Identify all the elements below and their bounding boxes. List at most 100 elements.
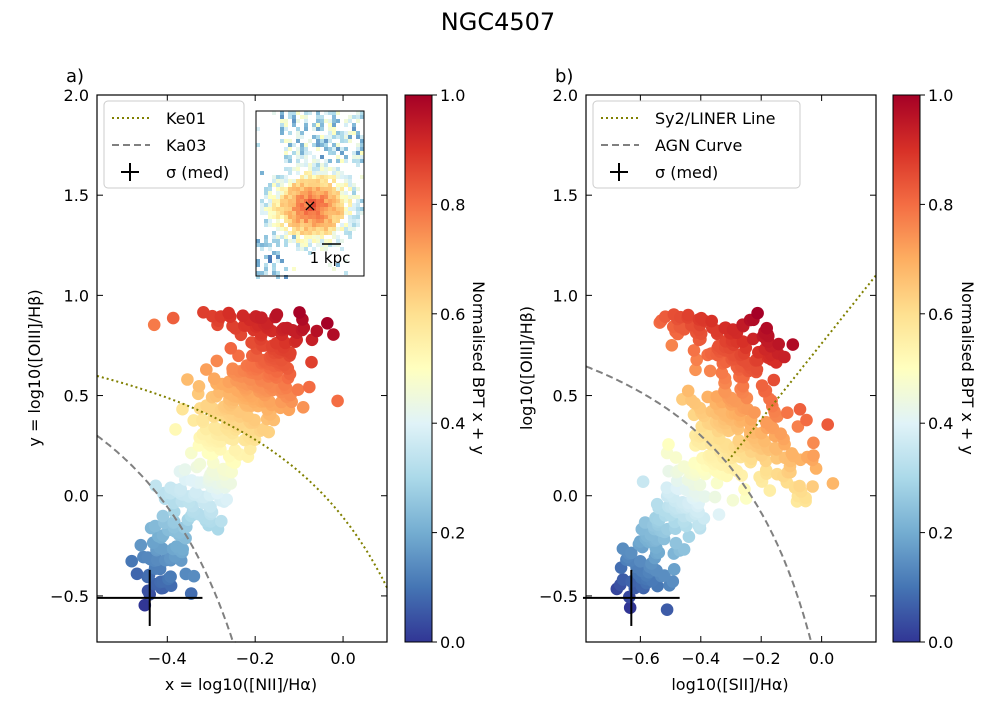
inset-pixel [332,191,336,195]
inset-pixel [320,211,324,215]
inset-pixel [316,203,320,207]
inset-pixel [272,231,276,235]
inset-pixel [288,167,292,171]
inset-pixel [312,247,316,251]
inset-pixel [292,267,296,271]
inset-pixel [344,231,348,235]
scatter-point [660,481,674,495]
inset-pixel [332,147,336,151]
inset-pixel [340,215,344,219]
inset-pixel [264,267,268,271]
scatter-point [746,332,760,346]
scatter-point [665,339,679,352]
inset-pixel [328,263,332,267]
inset-pixel [300,151,304,155]
inset-pixel [272,239,276,243]
inset-pixel [304,163,308,167]
inset-pixel [336,263,340,267]
inset-pixel [272,215,276,219]
inset-pixel [312,211,316,215]
colorbar-b: 0.0 0.2 0.4 0.6 0.8 1.0 [892,86,953,652]
inset-pixel [276,251,280,255]
legend-box [103,100,245,189]
inset-pixel [316,139,320,143]
inset-pixel [268,215,272,219]
inset-pixel [332,211,336,215]
scatter-point [225,465,238,479]
inset-pixel [300,155,304,159]
colorbar-tick-label: 0.6 [440,305,465,324]
inset-pixel [344,175,348,179]
inset-pixel [324,171,328,175]
inset-pixel [300,247,304,251]
inset-pixel [336,227,340,231]
inset-pixel [320,243,324,247]
scatter-point [189,485,202,499]
inset-pixel [268,203,272,207]
inset-pixel [292,231,296,235]
inset-pixel [352,155,356,159]
inset-pixel [288,139,292,143]
scatter-point [687,344,701,357]
scatter-point [224,342,238,355]
inset-pixel [332,171,336,175]
inset-pixel [352,215,356,219]
inset-pixel [348,187,352,191]
inset-pixel [280,203,284,207]
inset-pixel [356,151,360,155]
inset-pixel [324,175,328,179]
inset-pixel [296,247,300,251]
scatter-point [695,311,708,325]
inset-pixel [264,187,268,191]
inset-pixel [300,227,304,231]
panel-a-axes: −0.4 −0.2 0.0 −0.5 0.0 0.5 1.0 1.5 2.0 [50,86,388,668]
inset-pixel [360,151,364,155]
panel-a-sigma-errorbar [97,569,203,626]
inset-pixel [332,143,336,147]
scatter-point [303,380,316,394]
inset-pixel [276,203,280,207]
inset-pixel [360,199,364,203]
inset-pixel [296,127,300,131]
inset-pixel [344,179,348,183]
scatter-point [305,355,318,369]
scatter-point [738,483,751,496]
inset-pixel [328,183,332,187]
inset-pixel [328,127,332,131]
colorbar-tick-label: 0.8 [928,195,953,214]
inset-pixel [280,127,284,131]
scatter-point [759,416,773,429]
inset-pixel [292,183,296,187]
inset-pixel [292,219,296,223]
inset-pixel [312,215,316,219]
inset-pixel [284,191,288,195]
inset-pixel [316,227,320,231]
inset-pixel [348,131,352,135]
inset-pixel [360,139,364,143]
inset-pixel [300,175,304,179]
inset-pixel [256,275,260,279]
inset-pixel [324,139,328,143]
inset-pixel [316,115,320,119]
inset-pixel [348,179,352,183]
inset-pixel [328,231,332,235]
inset-pixel [336,143,340,147]
scatter-point [759,463,773,477]
inset-pixel [324,239,328,243]
inset-pixel [292,203,296,207]
inset-pixel [332,167,336,171]
colorbar-gradient [892,94,921,643]
scatter-point [166,311,180,325]
axes-frame [585,94,877,643]
inset-pixel [280,223,284,227]
inset-pixel [308,175,312,179]
inset-pixel [264,203,268,207]
inset-pixel [288,219,292,223]
inset-pixel [336,187,340,191]
inset-pixel [288,179,292,183]
inset-pixel [320,179,324,183]
legend-sigma-label: σ (med) [655,163,718,182]
inset-pixel [300,147,304,151]
scatter-point [726,461,739,475]
inset-pixel [340,211,344,215]
